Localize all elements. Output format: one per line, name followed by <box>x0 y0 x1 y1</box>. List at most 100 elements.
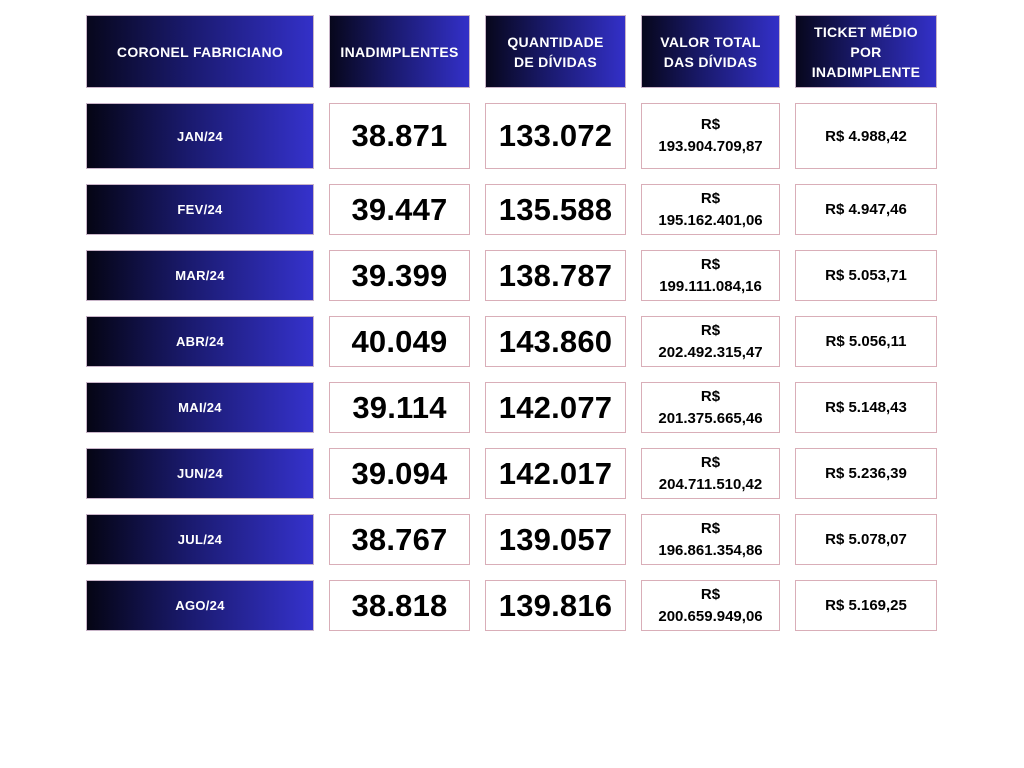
month-cell: JUL/24 <box>86 514 314 565</box>
debt-count-value: 142.077 <box>498 389 613 425</box>
debt-total-value: 201.375.665,46 <box>658 409 763 427</box>
month-label: MAI/24 <box>178 400 222 415</box>
debt-total-value: 204.711.510,42 <box>658 475 763 493</box>
avg-ticket-cell: R$ 5.169,25 <box>795 580 937 631</box>
month-cell: AGO/24 <box>86 580 314 631</box>
debt-total-cell: R$ 202.492.315,47 <box>641 316 780 367</box>
debt-total-value: 200.659.949,06 <box>658 607 763 625</box>
debt-total-cell: R$ 204.711.510,42 <box>641 448 780 499</box>
debt-count-cell: 143.860 <box>485 316 626 367</box>
month-cell: ABR/24 <box>86 316 314 367</box>
avg-ticket-value: R$ 4.947,46 <box>825 201 907 218</box>
defaulters-value: 39.447 <box>351 191 448 227</box>
month-label: MAR/24 <box>175 268 225 283</box>
month-label: JUN/24 <box>177 466 223 481</box>
debt-total-cell: R$ 200.659.949,06 <box>641 580 780 631</box>
defaulters-cell: 40.049 <box>329 316 470 367</box>
avg-ticket-value: R$ 5.078,07 <box>825 531 907 548</box>
currency-label: R$ <box>700 321 721 339</box>
currency-label: R$ <box>700 255 721 273</box>
debt-total-value: 196.861.354,86 <box>658 541 763 559</box>
debt-count-value: 142.017 <box>498 455 613 491</box>
avg-ticket-cell: R$ 4.947,46 <box>795 184 937 235</box>
defaulters-value: 39.399 <box>351 257 448 293</box>
currency-label: R$ <box>700 116 721 133</box>
month-label: ABR/24 <box>175 334 225 349</box>
debt-count-cell: 139.057 <box>485 514 626 565</box>
month-cell: MAR/24 <box>86 250 314 301</box>
debt-count-value: 138.787 <box>498 257 613 293</box>
header-defaulters-label: INADIMPLENTES <box>340 43 459 60</box>
debt-count-value: 139.816 <box>498 587 613 623</box>
debt-count-cell: 142.077 <box>485 382 626 433</box>
debt-total-cell: R$ 193.904.709,87 <box>641 103 780 169</box>
debt-total-value: 202.492.315,47 <box>658 343 763 361</box>
debt-count-cell: 139.816 <box>485 580 626 631</box>
debt-count-value: 143.860 <box>498 323 613 359</box>
debt-count-cell: 133.072 <box>485 103 626 169</box>
defaulters-cell: 39.399 <box>329 250 470 301</box>
defaulters-cell: 38.818 <box>329 580 470 631</box>
header-debt-total-line: DAS DÍVIDAS <box>663 53 758 70</box>
debt-count-value: 135.588 <box>498 191 613 227</box>
header-avg-ticket-line: INADIMPLENTE <box>811 63 921 80</box>
header-debt-total: VALOR TOTAL DAS DÍVIDAS <box>641 15 780 88</box>
defaulters-cell: 39.447 <box>329 184 470 235</box>
avg-ticket-value: R$ 5.148,43 <box>825 399 907 416</box>
month-label: JAN/24 <box>177 128 223 144</box>
month-label: JUL/24 <box>177 532 223 547</box>
avg-ticket-cell: R$ 5.236,39 <box>795 448 937 499</box>
header-avg-ticket-line: TICKET MÉDIO <box>814 23 918 40</box>
defaulters-value: 39.094 <box>351 455 448 491</box>
defaulters-value: 38.818 <box>351 587 448 623</box>
debt-total-cell: R$ 196.861.354,86 <box>641 514 780 565</box>
month-label: AGO/24 <box>175 598 225 613</box>
avg-ticket-cell: R$ 5.056,11 <box>795 316 937 367</box>
debt-count-cell: 135.588 <box>485 184 626 235</box>
defaulters-value: 38.767 <box>351 521 448 557</box>
defaulters-value: 38.871 <box>351 118 448 153</box>
month-label: FEV/24 <box>177 202 223 217</box>
avg-ticket-value: R$ 5.056,11 <box>825 333 907 350</box>
header-defaulters: INADIMPLENTES <box>329 15 470 88</box>
debt-total-cell: R$ 201.375.665,46 <box>641 382 780 433</box>
avg-ticket-cell: R$ 5.078,07 <box>795 514 937 565</box>
currency-label: R$ <box>700 519 721 537</box>
currency-label: R$ <box>700 453 721 471</box>
month-cell: MAI/24 <box>86 382 314 433</box>
header-debt-count: QUANTIDADE DE DÍVIDAS <box>485 15 626 88</box>
currency-label: R$ <box>700 585 721 603</box>
defaulters-cell: 39.094 <box>329 448 470 499</box>
avg-ticket-cell: R$ 5.053,71 <box>795 250 937 301</box>
avg-ticket-value: R$ 5.169,25 <box>825 597 907 614</box>
avg-ticket-value: R$ 5.053,71 <box>825 267 907 284</box>
header-city-label: CORONEL FABRICIANO <box>116 43 284 60</box>
defaulters-cell: 38.767 <box>329 514 470 565</box>
avg-ticket-value: R$ 4.988,42 <box>825 127 907 145</box>
defaulters-value: 39.114 <box>352 389 447 425</box>
debt-count-cell: 142.017 <box>485 448 626 499</box>
currency-label: R$ <box>700 387 721 405</box>
avg-ticket-cell: R$ 4.988,42 <box>795 103 937 169</box>
defaulters-cell: 38.871 <box>329 103 470 169</box>
avg-ticket-value: R$ 5.236,39 <box>825 465 907 482</box>
month-cell: JUN/24 <box>86 448 314 499</box>
month-cell: JAN/24 <box>86 103 314 169</box>
header-avg-ticket-line: POR <box>850 43 882 60</box>
debt-total-cell: R$ 195.162.401,06 <box>641 184 780 235</box>
debt-total-value: 199.111.084,16 <box>659 277 762 295</box>
header-avg-ticket: TICKET MÉDIO POR INADIMPLENTE <box>795 15 937 88</box>
debt-total-value: 193.904.709,87 <box>658 138 763 155</box>
currency-label: R$ <box>700 189 721 207</box>
avg-ticket-cell: R$ 5.148,43 <box>795 382 937 433</box>
month-cell: FEV/24 <box>86 184 314 235</box>
debt-count-value: 133.072 <box>498 118 613 153</box>
defaulters-value: 40.049 <box>351 323 448 359</box>
debt-total-value: 195.162.401,06 <box>658 211 763 229</box>
defaulters-cell: 39.114 <box>329 382 470 433</box>
debt-total-cell: R$ 199.111.084,16 <box>641 250 780 301</box>
header-debt-total-line: VALOR TOTAL <box>660 33 761 50</box>
header-city: CORONEL FABRICIANO <box>86 15 314 88</box>
header-debt-count-line: DE DÍVIDAS <box>513 53 598 70</box>
debt-count-cell: 138.787 <box>485 250 626 301</box>
